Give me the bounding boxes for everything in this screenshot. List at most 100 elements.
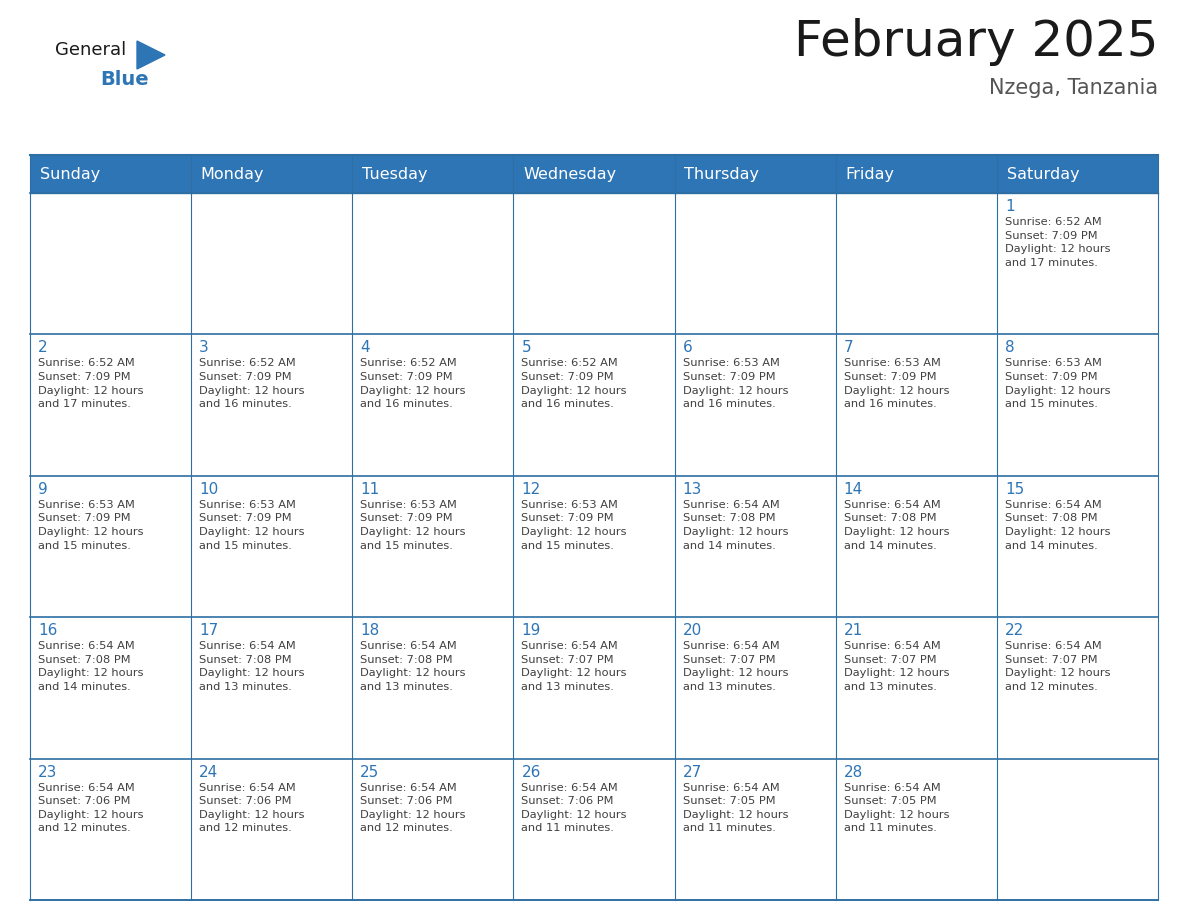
Bar — [835, 155, 997, 193]
Text: Sunrise: 6:54 AM
Sunset: 7:07 PM
Daylight: 12 hours
and 13 minutes.: Sunrise: 6:54 AM Sunset: 7:07 PM Dayligh… — [522, 641, 627, 692]
Text: Sunrise: 6:52 AM
Sunset: 7:09 PM
Daylight: 12 hours
and 16 minutes.: Sunrise: 6:52 AM Sunset: 7:09 PM Dayligh… — [200, 358, 304, 409]
Text: 27: 27 — [683, 765, 702, 779]
Text: 3: 3 — [200, 341, 209, 355]
Text: Sunrise: 6:54 AM
Sunset: 7:05 PM
Daylight: 12 hours
and 11 minutes.: Sunrise: 6:54 AM Sunset: 7:05 PM Dayligh… — [683, 783, 788, 834]
Text: Tuesday: Tuesday — [362, 166, 428, 182]
Bar — [30, 758, 191, 900]
Text: 6: 6 — [683, 341, 693, 355]
Text: Sunrise: 6:53 AM
Sunset: 7:09 PM
Daylight: 12 hours
and 15 minutes.: Sunrise: 6:53 AM Sunset: 7:09 PM Dayligh… — [522, 499, 627, 551]
Text: 7: 7 — [843, 341, 853, 355]
Bar — [353, 476, 513, 617]
Text: 8: 8 — [1005, 341, 1015, 355]
Text: Sunrise: 6:53 AM
Sunset: 7:09 PM
Daylight: 12 hours
and 15 minutes.: Sunrise: 6:53 AM Sunset: 7:09 PM Dayligh… — [200, 499, 304, 551]
Bar — [513, 155, 675, 193]
Bar — [353, 334, 513, 476]
Text: 26: 26 — [522, 765, 541, 779]
Text: Sunrise: 6:54 AM
Sunset: 7:08 PM
Daylight: 12 hours
and 13 minutes.: Sunrise: 6:54 AM Sunset: 7:08 PM Dayligh… — [360, 641, 466, 692]
Bar — [513, 334, 675, 476]
Bar — [513, 476, 675, 617]
Bar — [191, 334, 353, 476]
Text: 1: 1 — [1005, 199, 1015, 214]
Bar — [675, 476, 835, 617]
Text: 24: 24 — [200, 765, 219, 779]
Text: Monday: Monday — [201, 166, 264, 182]
Text: Sunrise: 6:53 AM
Sunset: 7:09 PM
Daylight: 12 hours
and 16 minutes.: Sunrise: 6:53 AM Sunset: 7:09 PM Dayligh… — [683, 358, 788, 409]
Text: 2: 2 — [38, 341, 48, 355]
Text: 22: 22 — [1005, 623, 1024, 638]
Text: 25: 25 — [360, 765, 380, 779]
Text: Sunrise: 6:54 AM
Sunset: 7:07 PM
Daylight: 12 hours
and 13 minutes.: Sunrise: 6:54 AM Sunset: 7:07 PM Dayligh… — [843, 641, 949, 692]
Text: Sunrise: 6:52 AM
Sunset: 7:09 PM
Daylight: 12 hours
and 17 minutes.: Sunrise: 6:52 AM Sunset: 7:09 PM Dayligh… — [1005, 217, 1111, 268]
Bar — [835, 193, 997, 334]
Bar — [997, 758, 1158, 900]
Bar — [353, 155, 513, 193]
Text: Sunrise: 6:54 AM
Sunset: 7:06 PM
Daylight: 12 hours
and 12 minutes.: Sunrise: 6:54 AM Sunset: 7:06 PM Dayligh… — [200, 783, 304, 834]
Text: 28: 28 — [843, 765, 862, 779]
Bar — [191, 617, 353, 758]
Text: Sunrise: 6:54 AM
Sunset: 7:08 PM
Daylight: 12 hours
and 14 minutes.: Sunrise: 6:54 AM Sunset: 7:08 PM Dayligh… — [843, 499, 949, 551]
Text: 4: 4 — [360, 341, 369, 355]
Bar — [997, 334, 1158, 476]
Text: 21: 21 — [843, 623, 862, 638]
Text: Sunrise: 6:53 AM
Sunset: 7:09 PM
Daylight: 12 hours
and 15 minutes.: Sunrise: 6:53 AM Sunset: 7:09 PM Dayligh… — [1005, 358, 1111, 409]
Bar — [675, 193, 835, 334]
Bar — [30, 476, 191, 617]
Bar — [191, 476, 353, 617]
Text: February 2025: February 2025 — [794, 18, 1158, 66]
Text: Saturday: Saturday — [1006, 166, 1079, 182]
Bar — [30, 617, 191, 758]
Bar — [675, 758, 835, 900]
Text: 18: 18 — [360, 623, 380, 638]
Text: 12: 12 — [522, 482, 541, 497]
Text: Sunrise: 6:54 AM
Sunset: 7:08 PM
Daylight: 12 hours
and 14 minutes.: Sunrise: 6:54 AM Sunset: 7:08 PM Dayligh… — [1005, 499, 1111, 551]
Text: 11: 11 — [360, 482, 380, 497]
Bar — [997, 617, 1158, 758]
Text: Sunrise: 6:54 AM
Sunset: 7:08 PM
Daylight: 12 hours
and 13 minutes.: Sunrise: 6:54 AM Sunset: 7:08 PM Dayligh… — [200, 641, 304, 692]
Text: 14: 14 — [843, 482, 862, 497]
Polygon shape — [137, 41, 165, 69]
Bar — [835, 758, 997, 900]
Bar — [191, 758, 353, 900]
Text: Sunrise: 6:54 AM
Sunset: 7:07 PM
Daylight: 12 hours
and 13 minutes.: Sunrise: 6:54 AM Sunset: 7:07 PM Dayligh… — [683, 641, 788, 692]
Bar — [675, 155, 835, 193]
Text: Sunrise: 6:54 AM
Sunset: 7:08 PM
Daylight: 12 hours
and 14 minutes.: Sunrise: 6:54 AM Sunset: 7:08 PM Dayligh… — [683, 499, 788, 551]
Text: 20: 20 — [683, 623, 702, 638]
Bar — [191, 155, 353, 193]
Bar — [353, 758, 513, 900]
Text: Sunrise: 6:52 AM
Sunset: 7:09 PM
Daylight: 12 hours
and 16 minutes.: Sunrise: 6:52 AM Sunset: 7:09 PM Dayligh… — [522, 358, 627, 409]
Text: Sunrise: 6:54 AM
Sunset: 7:05 PM
Daylight: 12 hours
and 11 minutes.: Sunrise: 6:54 AM Sunset: 7:05 PM Dayligh… — [843, 783, 949, 834]
Bar — [513, 758, 675, 900]
Bar — [513, 617, 675, 758]
Text: 13: 13 — [683, 482, 702, 497]
Bar — [835, 617, 997, 758]
Text: Sunrise: 6:53 AM
Sunset: 7:09 PM
Daylight: 12 hours
and 15 minutes.: Sunrise: 6:53 AM Sunset: 7:09 PM Dayligh… — [38, 499, 144, 551]
Bar — [997, 193, 1158, 334]
Bar — [353, 193, 513, 334]
Bar — [675, 334, 835, 476]
Text: 19: 19 — [522, 623, 541, 638]
Text: Sunrise: 6:52 AM
Sunset: 7:09 PM
Daylight: 12 hours
and 17 minutes.: Sunrise: 6:52 AM Sunset: 7:09 PM Dayligh… — [38, 358, 144, 409]
Text: Sunrise: 6:54 AM
Sunset: 7:06 PM
Daylight: 12 hours
and 11 minutes.: Sunrise: 6:54 AM Sunset: 7:06 PM Dayligh… — [522, 783, 627, 834]
Text: Sunrise: 6:54 AM
Sunset: 7:06 PM
Daylight: 12 hours
and 12 minutes.: Sunrise: 6:54 AM Sunset: 7:06 PM Dayligh… — [360, 783, 466, 834]
Bar — [675, 617, 835, 758]
Text: Sunday: Sunday — [39, 166, 100, 182]
Text: Sunrise: 6:54 AM
Sunset: 7:06 PM
Daylight: 12 hours
and 12 minutes.: Sunrise: 6:54 AM Sunset: 7:06 PM Dayligh… — [38, 783, 144, 834]
Text: 10: 10 — [200, 482, 219, 497]
Text: 15: 15 — [1005, 482, 1024, 497]
Bar — [30, 334, 191, 476]
Bar — [30, 155, 191, 193]
Bar — [835, 476, 997, 617]
Bar — [30, 193, 191, 334]
Bar — [997, 155, 1158, 193]
Text: 16: 16 — [38, 623, 57, 638]
Text: Thursday: Thursday — [684, 166, 759, 182]
Text: Sunrise: 6:53 AM
Sunset: 7:09 PM
Daylight: 12 hours
and 16 minutes.: Sunrise: 6:53 AM Sunset: 7:09 PM Dayligh… — [843, 358, 949, 409]
Bar — [835, 334, 997, 476]
Bar — [353, 617, 513, 758]
Bar — [513, 193, 675, 334]
Text: Sunrise: 6:53 AM
Sunset: 7:09 PM
Daylight: 12 hours
and 15 minutes.: Sunrise: 6:53 AM Sunset: 7:09 PM Dayligh… — [360, 499, 466, 551]
Text: 17: 17 — [200, 623, 219, 638]
Text: 23: 23 — [38, 765, 57, 779]
Bar — [191, 193, 353, 334]
Text: General: General — [55, 41, 126, 59]
